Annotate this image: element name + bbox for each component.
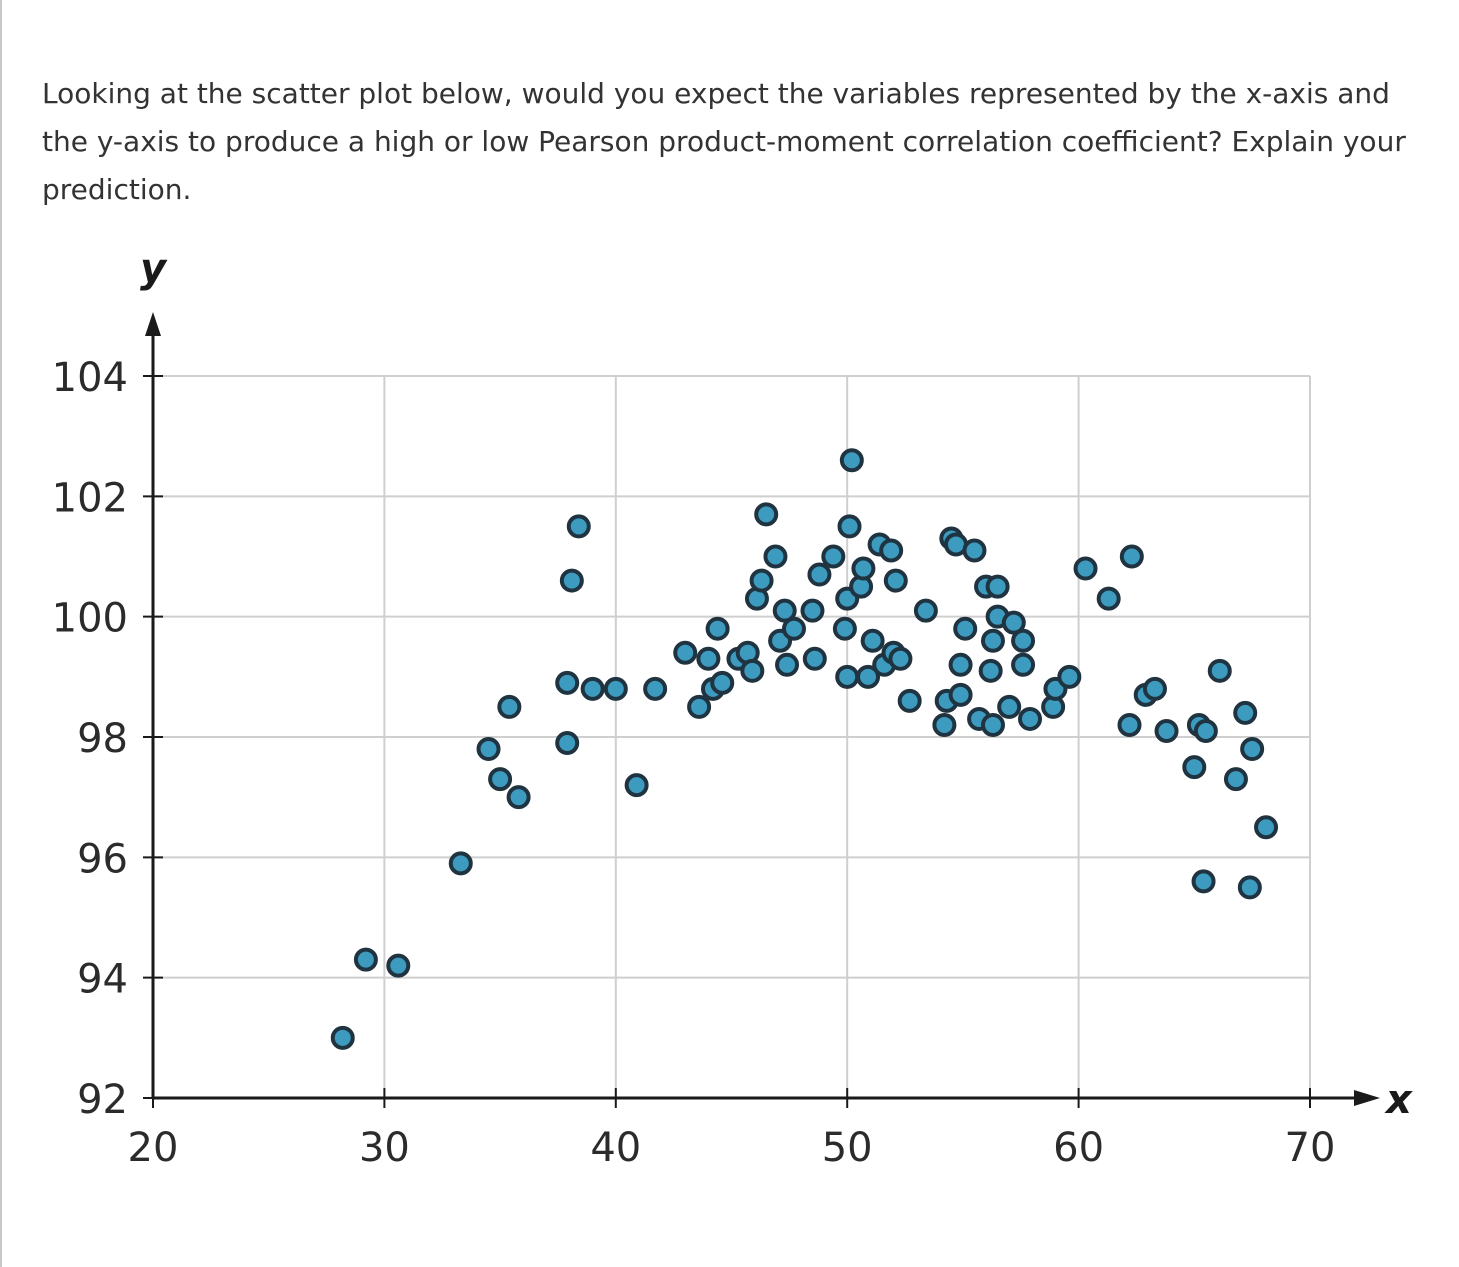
data-point <box>1240 737 1265 762</box>
data-point <box>832 616 857 641</box>
data-point <box>1223 767 1248 792</box>
data-point <box>673 640 698 665</box>
data-point <box>1073 556 1098 581</box>
data-point <box>763 544 788 569</box>
data-point <box>851 556 876 581</box>
x-tick-label: 40 <box>590 1125 641 1171</box>
y-tick-label: 92 <box>77 1077 128 1123</box>
data-point <box>566 514 591 539</box>
data-point <box>710 670 735 695</box>
data-point <box>980 628 1005 653</box>
data-point <box>559 568 584 593</box>
data-point <box>603 676 628 701</box>
data-point <box>580 676 605 701</box>
data-point <box>953 616 978 641</box>
data-point <box>555 731 580 756</box>
y-tick-label: 94 <box>77 957 128 1003</box>
y-axis-label: y <box>140 246 168 292</box>
data-point <box>775 652 800 677</box>
data-point <box>353 947 378 972</box>
data-point <box>879 538 904 563</box>
data-point <box>835 664 860 689</box>
data-point <box>1233 700 1258 725</box>
data-point <box>913 598 938 623</box>
data-point <box>740 658 765 683</box>
data-point <box>1119 544 1144 569</box>
x-tick-label: 60 <box>1053 1125 1104 1171</box>
tick-labels: 20 30 40 50 60 70 92 94 96 98 100 102 104 <box>52 355 1336 1171</box>
data-point <box>705 616 730 641</box>
y-tick-label: 104 <box>52 355 128 401</box>
data-point <box>978 658 1003 683</box>
data-point <box>1142 676 1167 701</box>
data-point <box>476 737 501 762</box>
data-point <box>821 544 846 569</box>
data-point <box>860 628 885 653</box>
x-axis-arrowhead <box>1354 1090 1380 1106</box>
axes <box>145 312 1380 1106</box>
ticks <box>143 375 1311 1108</box>
y-tick-label: 96 <box>77 836 128 882</box>
question-text: Looking at the scatter plot below, would… <box>42 77 1406 206</box>
data-point <box>624 773 649 798</box>
data-point <box>985 574 1010 599</box>
data-point <box>1011 628 1036 653</box>
data-point <box>888 646 913 671</box>
data-point <box>1057 664 1082 689</box>
data-point <box>1254 815 1279 840</box>
x-tick-label: 50 <box>822 1125 873 1171</box>
data-point <box>980 712 1005 737</box>
data-point <box>643 676 668 701</box>
data-point <box>1237 875 1262 900</box>
data-point <box>932 712 957 737</box>
data-point <box>962 538 987 563</box>
data-point <box>386 953 411 978</box>
data-point <box>802 646 827 671</box>
data-point <box>1001 610 1026 635</box>
y-tick-label: 98 <box>77 716 128 762</box>
data-point <box>1096 586 1121 611</box>
data-point <box>883 568 908 593</box>
data-point <box>948 652 973 677</box>
data-point <box>488 767 513 792</box>
data-point <box>772 598 797 623</box>
left-border <box>0 0 2 1267</box>
data-point <box>1011 652 1036 677</box>
data-point <box>497 694 522 719</box>
data-point <box>807 562 832 587</box>
data-point <box>856 664 881 689</box>
data-point <box>897 688 922 713</box>
data-point <box>506 785 531 810</box>
data-point <box>1154 718 1179 743</box>
data-point <box>948 682 973 707</box>
data-point <box>781 616 806 641</box>
data-point <box>1207 658 1232 683</box>
x-axis-label: x <box>1384 1077 1413 1123</box>
data-point <box>1018 706 1043 731</box>
x-tick-label: 30 <box>359 1125 410 1171</box>
data-point <box>997 694 1022 719</box>
grid <box>153 375 1311 1098</box>
data-point <box>749 568 774 593</box>
data-point <box>754 502 779 527</box>
data-point <box>1193 718 1218 743</box>
data-point <box>330 1025 355 1050</box>
y-tick-label: 102 <box>52 475 128 521</box>
x-tick-label: 20 <box>128 1125 179 1171</box>
data-points <box>330 448 1279 1050</box>
data-point <box>696 646 721 671</box>
data-point <box>687 694 712 719</box>
y-axis-arrowhead <box>145 312 161 336</box>
data-point <box>800 598 825 623</box>
data-point <box>837 514 862 539</box>
data-point <box>448 851 473 876</box>
y-tick-label: 100 <box>52 596 128 642</box>
data-point <box>1191 869 1216 894</box>
data-point <box>555 670 580 695</box>
data-point <box>839 448 864 473</box>
data-point <box>1117 712 1142 737</box>
x-tick-label: 70 <box>1285 1125 1336 1171</box>
data-point <box>1182 755 1207 780</box>
